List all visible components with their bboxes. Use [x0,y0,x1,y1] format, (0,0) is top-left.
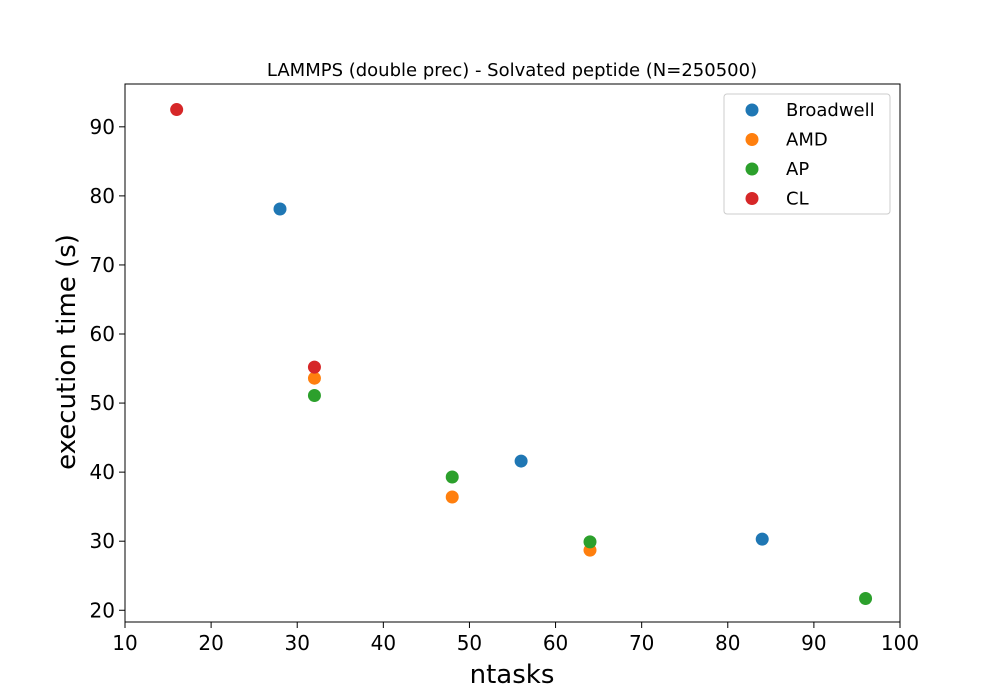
y-tick-label: 30 [90,529,115,553]
y-tick-label: 70 [90,253,115,277]
x-tick-label: 100 [881,631,919,655]
x-tick-label: 20 [198,631,223,655]
data-point-ap [445,470,459,484]
data-point-amd [307,371,321,385]
data-point-broadwell [273,202,287,216]
x-tick-label: 90 [801,631,826,655]
y-tick-label: 90 [90,115,115,139]
legend-label: AMD [786,130,828,151]
data-point-broadwell [755,532,769,546]
y-tick-label: 50 [90,391,115,415]
x-axis-label: ntasks [470,660,555,690]
x-tick-label: 60 [543,631,568,655]
y-axis-label: execution time (s) [52,234,82,470]
y-tick-label: 20 [90,598,115,622]
y-tick-label: 40 [90,460,115,484]
legend-box [723,93,891,215]
x-tick-label: 70 [629,631,654,655]
data-point-broadwell [514,454,528,468]
data-point-cl [170,103,184,117]
x-tick-label: 10 [112,631,137,655]
legend-label: AP [786,159,809,180]
y-tick-label: 80 [90,184,115,208]
x-tick-label: 50 [457,631,482,655]
data-point-ap [583,535,597,549]
legend: Broadwell AMD AP CL [723,93,891,215]
x-tick-label: 80 [715,631,740,655]
x-axis-ticks: 10 20 30 40 50 60 70 80 90 100 [112,622,919,655]
plot-frame [124,83,901,623]
data-point-ap [859,592,873,606]
legend-label: Broadwell [786,100,875,121]
legend-marker [745,133,759,146]
legend-marker [745,103,759,117]
data-point-ap [307,388,321,402]
data-point-cl [307,360,321,374]
x-tick-label: 40 [371,631,396,655]
data-point-amd [445,490,459,504]
x-tick-label: 30 [284,631,309,655]
y-tick-label: 60 [90,322,115,346]
data-points [170,103,873,606]
legend-label: CL [786,189,809,210]
legend-marker [745,162,759,176]
y-axis-ticks: 20 30 40 50 60 70 80 90 [90,115,125,622]
chart-title: LAMMPS (double prec) - Solvated peptide … [267,60,757,81]
legend-marker [745,192,759,205]
